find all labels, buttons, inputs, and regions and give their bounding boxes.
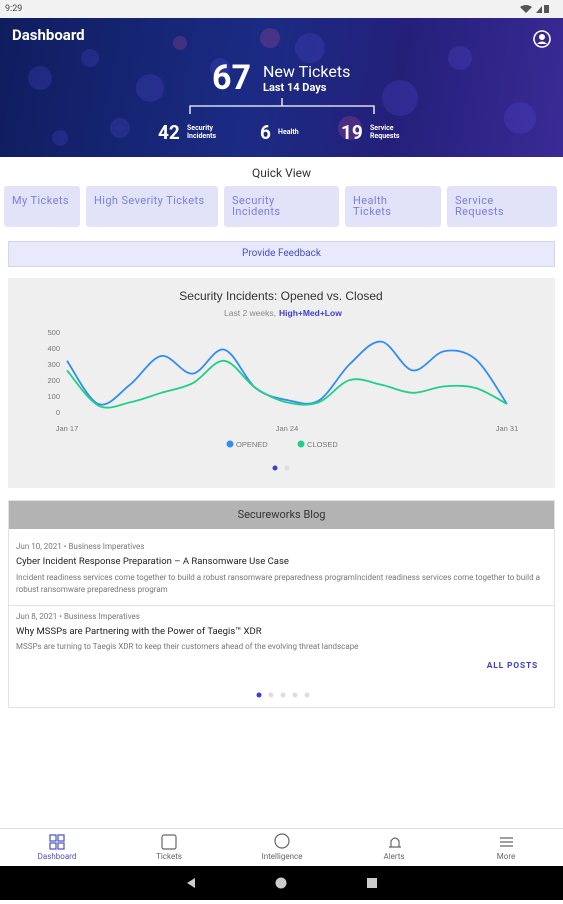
chart-card: Security Incidents: Opened vs. Closed La…: [8, 278, 555, 488]
quick-view-button[interactable]: Service Requests: [447, 186, 557, 227]
total-count: 67: [212, 58, 252, 98]
period: Last 14 Days: [263, 81, 327, 94]
line-series: [66, 340, 508, 406]
nav-item[interactable]: Dashboard: [37, 852, 77, 861]
chart-title: Security Incidents: Opened vs. Closed: [179, 289, 382, 303]
blog-card: Secureworks Blog Jun 10, 2021 • Business…: [8, 500, 555, 708]
chart-filter[interactable]: High+Med+Low: [279, 308, 342, 318]
post-title[interactable]: Cyber Incident Response Preparation – A …: [16, 556, 289, 567]
stat-label: Service Requests: [370, 124, 400, 140]
blog-pagination: [256, 692, 310, 698]
stat-label: Security Incidents: [187, 124, 217, 140]
y-tick-label: 400: [47, 344, 60, 353]
nav-item[interactable]: Alerts: [383, 852, 405, 861]
stat-value: 42: [158, 121, 180, 144]
page-dot: [284, 465, 290, 471]
nav-item[interactable]: Tickets: [156, 852, 182, 861]
y-tick-label: 0: [56, 408, 60, 417]
chart: Security Incidents: Opened vs. Closed La…: [47, 289, 519, 471]
y-tick-label: 300: [47, 360, 60, 369]
chart-subtitle: Last 2 weeks,: [224, 308, 276, 318]
nav-icons: [49, 833, 513, 850]
feedback-button[interactable]: Provide Feedback: [8, 241, 555, 267]
x-tick-label: Jan 17: [56, 424, 79, 433]
nav-item[interactable]: Intelligence: [261, 852, 303, 861]
line-series: [66, 359, 508, 409]
legend-label: OPENED: [236, 440, 268, 449]
quick-view-button[interactable]: My Tickets: [4, 186, 80, 227]
bracket: [189, 98, 375, 114]
total-label: New Tickets: [263, 62, 351, 81]
status-bar: 9:29: [0, 0, 563, 18]
stat-label: Health: [278, 128, 299, 136]
y-tick-label: 500: [47, 328, 60, 337]
nav-item[interactable]: More: [496, 852, 516, 861]
post-excerpt: Incident readiness services come togethe…: [16, 573, 540, 594]
time: 9:29: [5, 4, 23, 14]
post-meta: Jun 8, 2021 • Business Imperatives: [16, 612, 140, 621]
bottom-nav: Dashboard Tickets Intelligence Alerts Mo…: [0, 828, 563, 867]
x-tick-label: Jan 31: [496, 424, 519, 433]
legend-marker: [226, 440, 234, 448]
bokeh: [28, 28, 536, 146]
x-tick-label: Jan 24: [276, 424, 299, 433]
quick-view-button[interactable]: High Severity Tickets: [86, 186, 218, 227]
header-title: Dashboard: [12, 26, 85, 44]
status-icons: [520, 5, 549, 13]
all-posts-link[interactable]: ALL POSTS: [486, 661, 538, 671]
post-meta: Jun 10, 2021 • Business Imperatives: [16, 542, 145, 551]
y-tick-label: 100: [47, 392, 60, 401]
page-dot: [272, 465, 278, 471]
post-title[interactable]: Why MSSPs are Partnering with the Power …: [16, 626, 262, 637]
stat-value: 6: [260, 121, 271, 144]
legend-label: CLOSED: [307, 440, 338, 449]
quick-view-button[interactable]: Security Incidents: [224, 186, 339, 227]
legend-marker: [297, 440, 305, 448]
stat-value: 19: [341, 121, 363, 144]
profile-icon[interactable]: [532, 29, 552, 49]
quick-view-button[interactable]: Health Tickets: [345, 186, 441, 227]
post-date: Jun 8, 2021: [16, 612, 58, 621]
divider: [9, 605, 554, 606]
y-tick-label: 200: [47, 376, 60, 385]
header: Dashboard 67 New Tickets Last 14 Days 42…: [0, 18, 563, 157]
post-date: Jun 10, 2021: [16, 542, 62, 551]
post-excerpt: MSSPs are turning to Taegis XDR to keep …: [16, 642, 359, 651]
system-buttons: [187, 877, 377, 889]
quick-view-title: Quick View: [251, 166, 312, 180]
system-nav: [0, 866, 563, 900]
post-category: Business Imperatives: [68, 542, 145, 551]
blog-title: Secureworks Blog: [9, 501, 554, 529]
post-category: Business Imperatives: [63, 612, 140, 621]
